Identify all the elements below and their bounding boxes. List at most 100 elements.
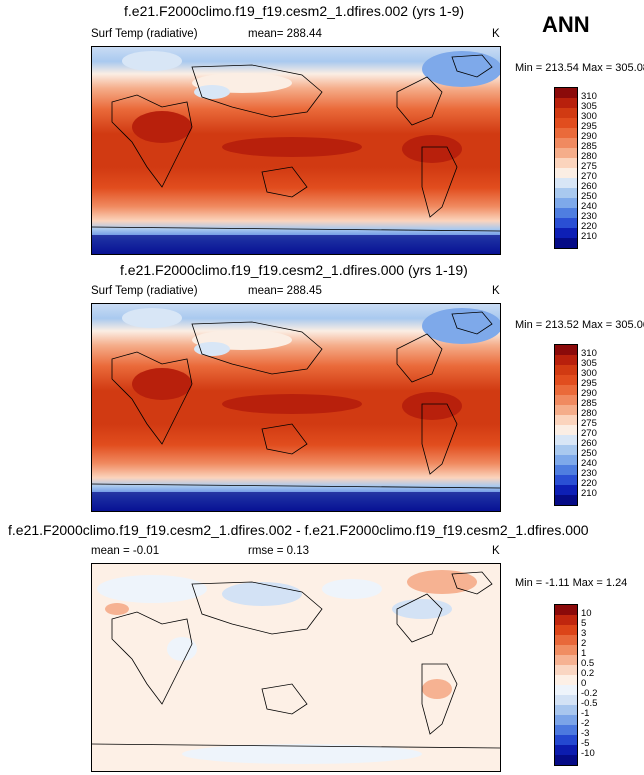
colorbar-tick-label: 285 xyxy=(581,141,597,152)
colorbar-tick-label: 220 xyxy=(581,478,597,489)
colorbar-tick-label: 2 xyxy=(581,638,587,649)
colorbar-swatch xyxy=(555,495,577,505)
colorbar-swatch xyxy=(555,665,577,675)
colorbar-tick-label: 220 xyxy=(581,221,597,232)
colorbar-swatch xyxy=(555,625,577,635)
colorbar-swatch xyxy=(555,425,577,435)
panel3-rmse: rmse = 0.13 xyxy=(248,545,310,557)
panel2-title: f.e21.F2000climo.f19_f19.cesm2_1.dfires.… xyxy=(120,262,468,278)
colorbar-tick-label: 310 xyxy=(581,91,597,102)
colorbar-swatch xyxy=(555,365,577,375)
colorbar-tick-label: 260 xyxy=(581,181,597,192)
colorbar-swatch xyxy=(555,218,577,228)
colorbar-tick-label: 300 xyxy=(581,111,597,122)
colorbar-tick-label: 260 xyxy=(581,438,597,449)
panel3-minmax: Min = -1.11 Max = 1.24 xyxy=(515,577,628,589)
panel1-title: f.e21.F2000climo.f19_f19.cesm2_1.dfires.… xyxy=(124,3,465,19)
colorbar-tick-label: -10 xyxy=(581,748,595,759)
panel3-map xyxy=(91,563,501,772)
colorbar-tick-label: 230 xyxy=(581,211,597,222)
colorbar-swatch xyxy=(555,98,577,108)
colorbar-swatch xyxy=(555,415,577,425)
panel1-mean: mean= 288.44 xyxy=(248,28,322,40)
colorbar-tick-label: 3 xyxy=(581,628,587,639)
colorbar-tick-label: 250 xyxy=(581,448,597,459)
colorbar-swatch xyxy=(555,485,577,495)
panel2-mean: mean= 288.45 xyxy=(248,285,322,297)
colorbar-swatch xyxy=(555,455,577,465)
colorbar-swatch xyxy=(555,188,577,198)
colorbar-tick-label: 10 xyxy=(581,608,592,619)
colorbar-swatch xyxy=(555,475,577,485)
colorbar-swatch xyxy=(555,645,577,655)
colorbar-swatch xyxy=(555,465,577,475)
colorbar-tick-label: 0 xyxy=(581,678,587,689)
colorbar-tick-label: 240 xyxy=(581,201,597,212)
colorbar-tick-label: -5 xyxy=(581,738,590,749)
colorbar-swatch xyxy=(555,158,577,168)
panel3-units: K xyxy=(492,545,500,557)
colorbar-tick-label: 210 xyxy=(581,231,597,242)
colorbar-swatch xyxy=(555,405,577,415)
colorbar-swatch xyxy=(555,675,577,685)
colorbar-tick-label: 210 xyxy=(581,488,597,499)
colorbar-swatch xyxy=(555,168,577,178)
colorbar-swatch xyxy=(555,375,577,385)
colorbar-tick-label: 300 xyxy=(581,368,597,379)
panel2-variable: Surf Temp (radiative) xyxy=(91,285,198,297)
colorbar-tick-label: 270 xyxy=(581,428,597,439)
panel1-colorbar xyxy=(554,87,578,249)
panel2-minmax: Min = 213.52 Max = 305.06 xyxy=(515,319,644,331)
colorbar-swatch xyxy=(555,715,577,725)
panel1-units: K xyxy=(492,28,500,40)
colorbar-tick-label: 275 xyxy=(581,161,597,172)
panel3-mean: mean = -0.01 xyxy=(91,545,160,557)
colorbar-tick-label: 275 xyxy=(581,418,597,429)
colorbar-tick-label: 305 xyxy=(581,358,597,369)
colorbar-tick-label: 280 xyxy=(581,408,597,419)
panel1-minmax: Min = 213.54 Max = 305.08 xyxy=(515,62,644,74)
colorbar-swatch xyxy=(555,435,577,445)
colorbar-tick-label: 230 xyxy=(581,468,597,479)
colorbar-swatch xyxy=(555,128,577,138)
colorbar-tick-label: 295 xyxy=(581,121,597,132)
colorbar-swatch xyxy=(555,655,577,665)
colorbar-swatch xyxy=(555,88,577,98)
colorbar-tick-label: 295 xyxy=(581,378,597,389)
colorbar-swatch xyxy=(555,355,577,365)
colorbar-swatch xyxy=(555,238,577,248)
panel1-variable: Surf Temp (radiative) xyxy=(91,28,198,40)
colorbar-tick-label: -3 xyxy=(581,728,590,739)
colorbar-swatch xyxy=(555,745,577,755)
colorbar-tick-label: 240 xyxy=(581,458,597,469)
colorbar-tick-label: 270 xyxy=(581,171,597,182)
panel1-map xyxy=(91,46,501,255)
panel2-map xyxy=(91,303,501,512)
season-label: ANN xyxy=(542,12,590,37)
colorbar-tick-label: 250 xyxy=(581,191,597,202)
colorbar-swatch xyxy=(555,345,577,355)
colorbar-tick-label: 290 xyxy=(581,388,597,399)
colorbar-swatch xyxy=(555,445,577,455)
colorbar-swatch xyxy=(555,695,577,705)
colorbar-tick-label: 305 xyxy=(581,101,597,112)
colorbar-tick-label: 0.5 xyxy=(581,658,595,669)
colorbar-tick-label: 290 xyxy=(581,131,597,142)
colorbar-swatch xyxy=(555,635,577,645)
colorbar-swatch xyxy=(555,108,577,118)
colorbar-swatch xyxy=(555,198,577,208)
colorbar-tick-label: 5 xyxy=(581,618,587,629)
panel3-colorbar xyxy=(554,604,578,766)
colorbar-swatch xyxy=(555,395,577,405)
colorbar-tick-label: 1 xyxy=(581,648,587,659)
colorbar-swatch xyxy=(555,755,577,765)
colorbar-tick-label: 310 xyxy=(581,348,597,359)
colorbar-tick-label: 0.2 xyxy=(581,668,595,679)
colorbar-swatch xyxy=(555,118,577,128)
colorbar-tick-label: -1 xyxy=(581,708,590,719)
panel2-colorbar xyxy=(554,344,578,506)
colorbar-swatch xyxy=(555,148,577,158)
colorbar-swatch xyxy=(555,178,577,188)
colorbar-swatch xyxy=(555,615,577,625)
colorbar-tick-label: -0.2 xyxy=(581,688,598,699)
